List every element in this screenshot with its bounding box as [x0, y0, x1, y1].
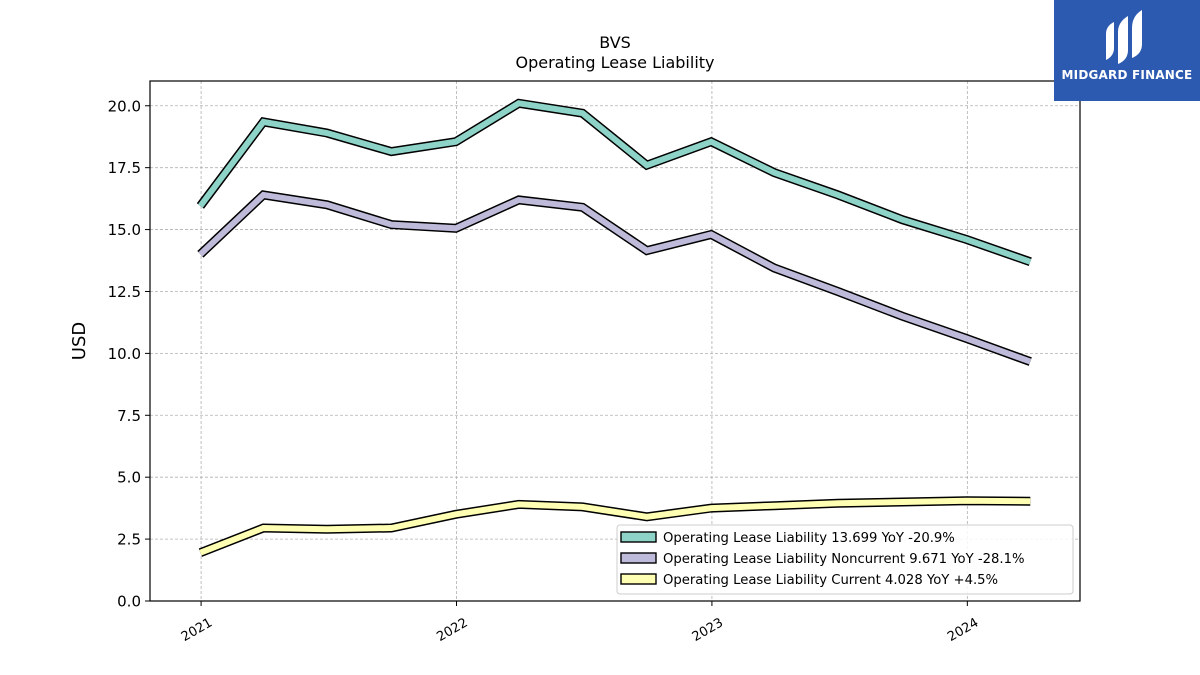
y-tick-label: 12.5 — [108, 283, 141, 301]
legend-label-2: Operating Lease Liability Current 4.028 … — [663, 573, 998, 588]
y-tick-label: 5.0 — [117, 469, 141, 487]
y-axis-label: USD — [69, 322, 90, 360]
chart-title: BVS — [599, 33, 631, 52]
series-line-0 — [197, 100, 1032, 265]
x-tick-label: 2023 — [690, 615, 726, 645]
legend-box — [616, 524, 1074, 595]
legend-swatch-0 — [620, 531, 657, 543]
series-line-2 — [199, 497, 1031, 556]
y-tick-label: 2.5 — [117, 531, 141, 549]
legend-swatch-1 — [620, 552, 657, 564]
midgard-logo-icon — [1106, 10, 1142, 64]
x-tick-label: 2021 — [179, 615, 215, 645]
x-tick-label: 2024 — [945, 615, 981, 645]
chart-subtitle: Operating Lease Liability — [515, 53, 714, 72]
series-line-1 — [198, 191, 1032, 365]
y-tick-label: 17.5 — [108, 159, 141, 177]
y-tick-label: 20.0 — [108, 97, 141, 115]
legend-label-1: Operating Lease Liability Noncurrent 9.6… — [663, 552, 1025, 567]
legend: Operating Lease Liability 13.699 YoY -20… — [616, 524, 1074, 595]
brand-logo: MIDGARD FINANCE — [1054, 0, 1200, 101]
grid-lines — [150, 81, 1080, 601]
y-tick-label: 7.5 — [117, 407, 141, 425]
y-tick-label: 10.0 — [108, 345, 141, 363]
y-tick-label: 0.0 — [117, 593, 141, 611]
y-tick-label: 15.0 — [108, 221, 141, 239]
legend-label-0: Operating Lease Liability 13.699 YoY -20… — [663, 531, 955, 546]
series-outline-0 — [196, 98, 1032, 267]
series-lines — [196, 98, 1032, 557]
brand-name: MIDGARD FINANCE — [1061, 68, 1193, 82]
plot-frame — [149, 80, 1081, 602]
legend-swatch-2 — [620, 573, 657, 585]
x-tick-label: 2022 — [434, 615, 470, 645]
